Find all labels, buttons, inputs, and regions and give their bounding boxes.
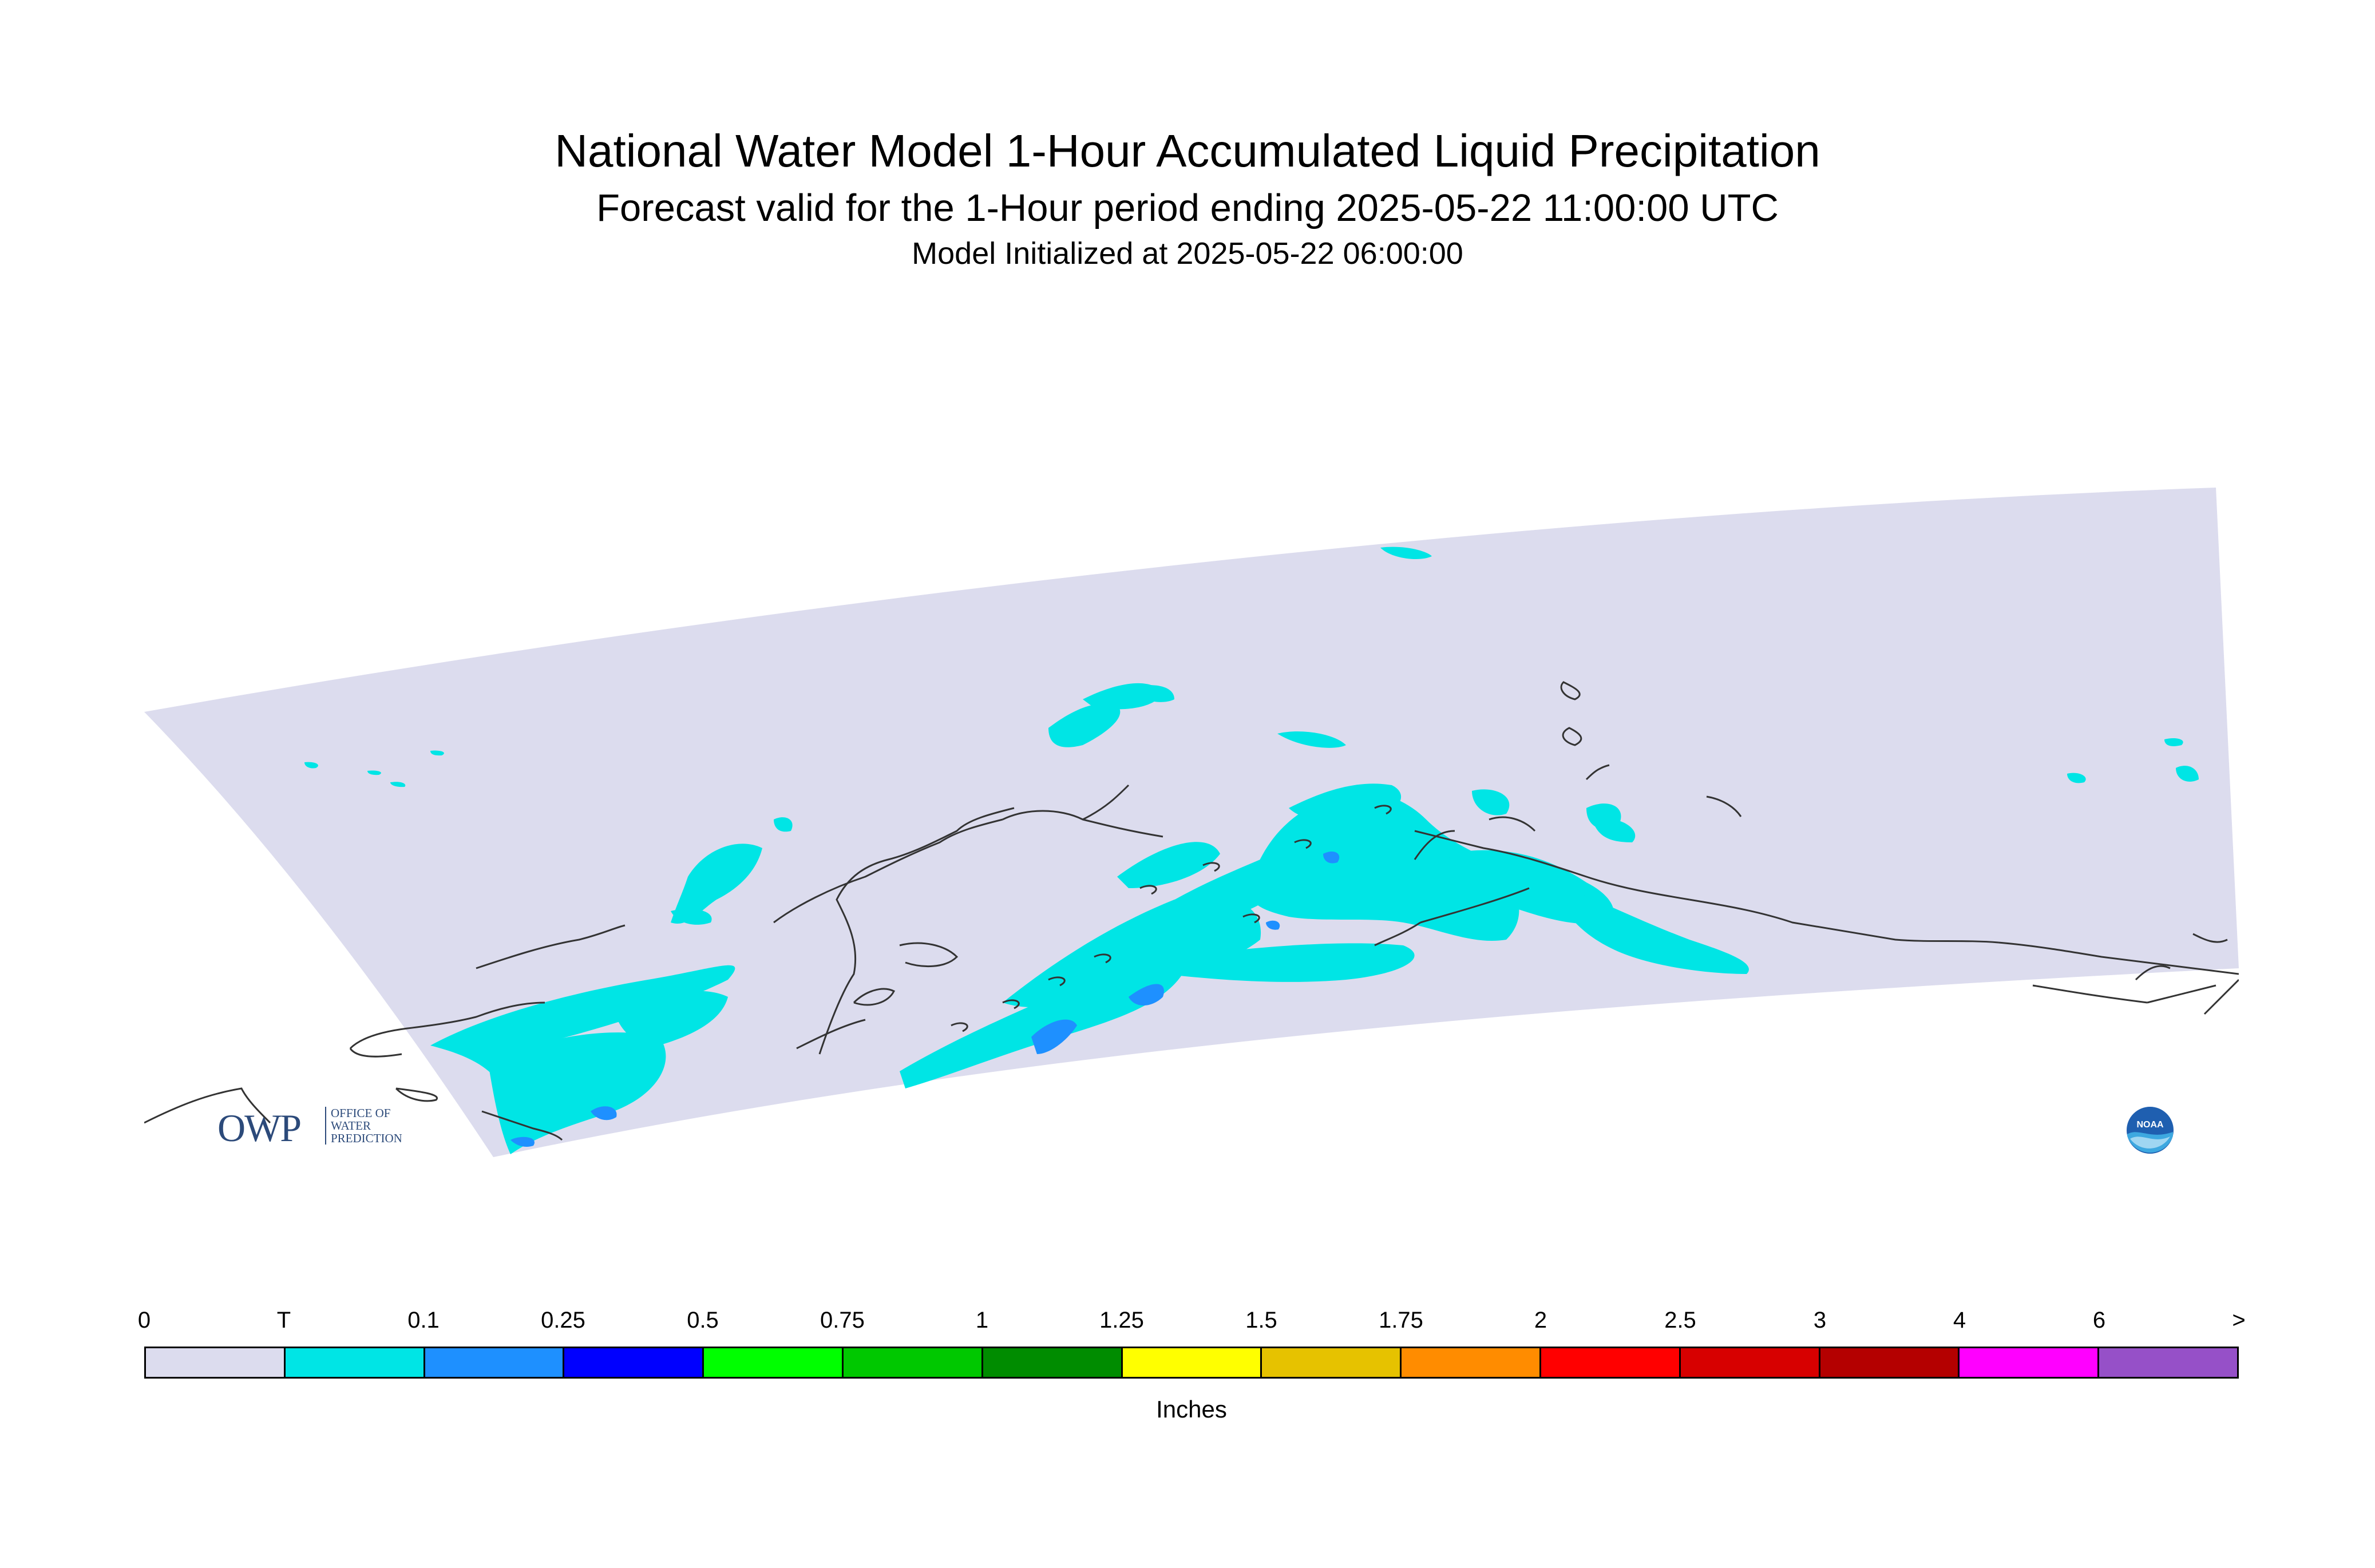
precipitation-legend: 0 T 0.1 0.25 0.5 0.75 1 1.25 1.5 1.75 2 2.5 3 4 6 > Inc…	[138, 1308, 2246, 1423]
legend-tick-label: 0.5	[687, 1308, 719, 1333]
legend-tick-labels: 0 T 0.1 0.25 0.5 0.75 1 1.25 1.5 1.75 2 2.5 3 4 6 >	[138, 1308, 2246, 1342]
legend-tick-label: 3	[1813, 1308, 1827, 1333]
noaa-logo: NOAA	[2124, 1104, 2176, 1159]
trace-precip-areas	[304, 547, 2199, 1154]
legend-tick-label: 4	[1953, 1308, 1966, 1333]
legend-swatch	[1402, 1348, 1541, 1377]
legend-tick-label: 0.25	[541, 1308, 585, 1333]
legend-tick-label: 0.1	[407, 1308, 440, 1333]
legend-tick-label: 0.75	[820, 1308, 865, 1333]
legend-tick-label: T	[276, 1308, 291, 1333]
legend-swatch	[564, 1348, 704, 1377]
model-domain	[144, 488, 2239, 1157]
legend-tick-label: 2.5	[1664, 1308, 1696, 1333]
precipitation-map	[144, 488, 2239, 1157]
legend-tick-label: 6	[2092, 1308, 2106, 1333]
legend-swatch	[1820, 1348, 1960, 1377]
legend-swatch	[1960, 1348, 2100, 1377]
legend-swatch	[1541, 1348, 1681, 1377]
map-title: National Water Model 1-Hour Accumulated …	[555, 125, 1820, 176]
legend-swatch	[146, 1348, 286, 1377]
owp-logo-mark: OWP	[217, 1106, 302, 1150]
owp-logo-text: OFFICE OF WATER PREDICTION	[325, 1107, 428, 1145]
legend-swatch	[983, 1348, 1123, 1377]
legend-swatch	[1122, 1348, 1262, 1377]
legend-swatch	[704, 1348, 844, 1377]
legend-swatch	[2099, 1348, 2237, 1377]
noaa-logo-text: NOAA	[2136, 1120, 2164, 1130]
owp-logo: OWP OFFICE OF WATER PREDICTION	[217, 1106, 402, 1151]
legend-tick-label: >	[2232, 1308, 2246, 1333]
coastlines	[144, 681, 2239, 1141]
legend-swatch	[285, 1348, 425, 1377]
legend-tick-label: 1.75	[1379, 1308, 1423, 1333]
legend-tick-label: 2	[1534, 1308, 1547, 1333]
legend-tick-label: 1.25	[1099, 1308, 1144, 1333]
legend-tick-label: 1.5	[1245, 1308, 1277, 1333]
legend-swatch	[1680, 1348, 1820, 1377]
light-precip-areas	[510, 851, 1340, 1147]
legend-tick-label: 1	[975, 1308, 989, 1333]
model-init-text: Model Initialized at 2025-05-22 06:00:00	[912, 236, 1463, 271]
legend-swatch	[425, 1348, 565, 1377]
legend-tick-label: 0	[137, 1308, 151, 1333]
legend-swatch	[1262, 1348, 1402, 1377]
legend-units-label: Inches	[1156, 1396, 1227, 1423]
legend-swatch	[843, 1348, 983, 1377]
legend-color-bar	[144, 1347, 2239, 1379]
map-subtitle: Forecast valid for the 1-Hour period end…	[596, 187, 1779, 229]
